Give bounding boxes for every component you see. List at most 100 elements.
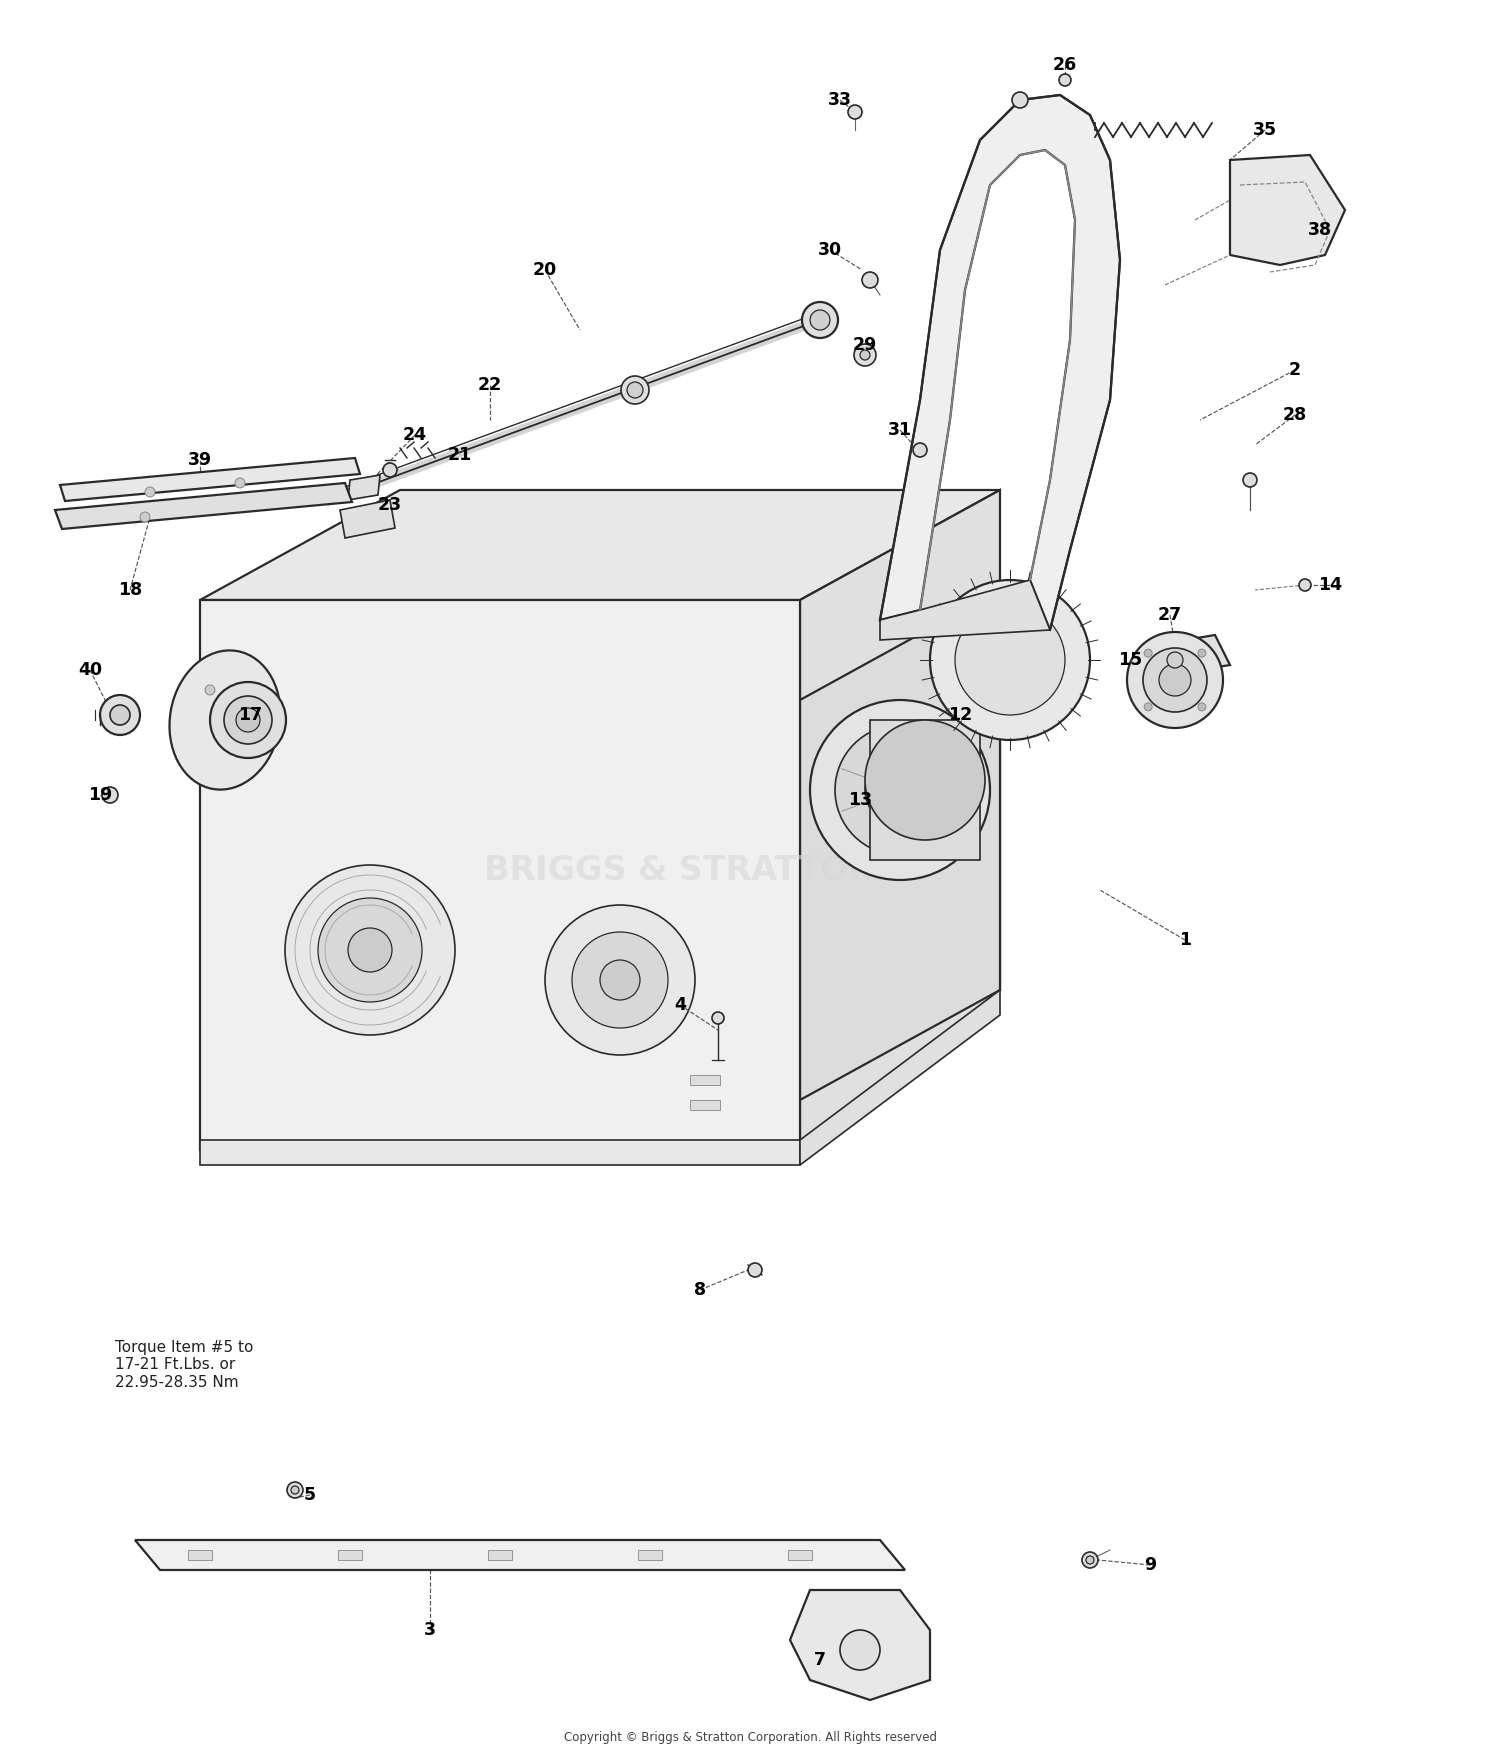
Circle shape <box>286 1482 303 1498</box>
Circle shape <box>146 488 154 496</box>
Circle shape <box>862 272 877 288</box>
Text: 1: 1 <box>1179 931 1191 949</box>
Text: 21: 21 <box>448 446 472 465</box>
Text: 5: 5 <box>304 1486 316 1503</box>
Text: 3: 3 <box>424 1621 436 1638</box>
Circle shape <box>810 310 830 330</box>
Text: 19: 19 <box>88 786 112 803</box>
Polygon shape <box>800 589 1000 1100</box>
Circle shape <box>1013 91 1028 109</box>
Circle shape <box>236 745 244 754</box>
Circle shape <box>1160 665 1191 696</box>
Circle shape <box>1144 649 1152 658</box>
Text: 2: 2 <box>1288 361 1300 379</box>
Circle shape <box>1086 1556 1094 1565</box>
Polygon shape <box>800 489 1000 1151</box>
Circle shape <box>956 605 1065 716</box>
Circle shape <box>853 344 876 367</box>
Circle shape <box>836 724 964 854</box>
Text: 35: 35 <box>1252 121 1276 139</box>
Text: 15: 15 <box>1118 651 1142 668</box>
Circle shape <box>285 865 454 1035</box>
Polygon shape <box>690 1100 720 1110</box>
Text: BRIGGS & STRATTON: BRIGGS & STRATTON <box>483 854 876 886</box>
Circle shape <box>1244 474 1257 488</box>
Polygon shape <box>56 482 352 530</box>
Circle shape <box>1126 631 1222 728</box>
Circle shape <box>348 928 392 972</box>
Text: 12: 12 <box>948 707 972 724</box>
Circle shape <box>140 512 150 523</box>
Circle shape <box>1082 1552 1098 1568</box>
Polygon shape <box>348 475 380 500</box>
Circle shape <box>318 898 422 1002</box>
Circle shape <box>572 931 668 1028</box>
Polygon shape <box>800 989 1000 1165</box>
Polygon shape <box>690 1075 720 1086</box>
Circle shape <box>224 696 272 744</box>
Polygon shape <box>135 1540 904 1570</box>
Circle shape <box>865 719 986 840</box>
Text: 31: 31 <box>888 421 912 438</box>
Circle shape <box>1198 649 1206 658</box>
Text: 38: 38 <box>1308 221 1332 239</box>
Circle shape <box>1198 703 1206 710</box>
Polygon shape <box>638 1551 662 1559</box>
Circle shape <box>1167 652 1184 668</box>
Circle shape <box>859 351 870 360</box>
Text: 28: 28 <box>1282 405 1306 424</box>
Circle shape <box>914 444 927 458</box>
Text: 13: 13 <box>847 791 871 809</box>
Text: Copyright © Briggs & Stratton Corporation. All Rights reserved: Copyright © Briggs & Stratton Corporatio… <box>564 1731 936 1745</box>
Text: 4: 4 <box>674 996 686 1014</box>
Polygon shape <box>1155 635 1230 675</box>
Circle shape <box>1059 74 1071 86</box>
Text: Torque Item #5 to
17-21 Ft.Lbs. or
22.95-28.35 Nm: Torque Item #5 to 17-21 Ft.Lbs. or 22.95… <box>116 1340 254 1389</box>
Circle shape <box>600 959 640 1000</box>
Circle shape <box>810 700 990 881</box>
Circle shape <box>236 709 260 731</box>
Polygon shape <box>790 1589 930 1700</box>
Text: 18: 18 <box>118 581 142 600</box>
Polygon shape <box>200 489 1000 600</box>
Polygon shape <box>200 600 800 1151</box>
Polygon shape <box>870 719 980 859</box>
Circle shape <box>110 705 130 724</box>
Polygon shape <box>880 95 1120 630</box>
Circle shape <box>865 754 934 824</box>
Text: 20: 20 <box>532 261 556 279</box>
Text: 29: 29 <box>853 337 877 354</box>
Circle shape <box>712 1012 724 1024</box>
Polygon shape <box>1230 154 1346 265</box>
Polygon shape <box>880 581 1050 640</box>
Polygon shape <box>338 1551 362 1559</box>
Circle shape <box>802 302 838 339</box>
Text: 40: 40 <box>78 661 102 679</box>
Polygon shape <box>788 1551 812 1559</box>
Text: 27: 27 <box>1158 605 1182 624</box>
Circle shape <box>847 105 862 119</box>
Circle shape <box>1143 647 1208 712</box>
Text: 23: 23 <box>378 496 402 514</box>
Circle shape <box>291 1486 298 1494</box>
Text: 22: 22 <box>478 375 502 395</box>
Text: 33: 33 <box>828 91 852 109</box>
Circle shape <box>102 788 118 803</box>
Circle shape <box>621 375 650 403</box>
Circle shape <box>930 581 1090 740</box>
Polygon shape <box>188 1551 211 1559</box>
Polygon shape <box>340 500 394 538</box>
Text: 14: 14 <box>1318 575 1342 595</box>
Circle shape <box>210 682 286 758</box>
Polygon shape <box>200 1140 800 1165</box>
Ellipse shape <box>170 651 280 789</box>
Circle shape <box>100 695 140 735</box>
Polygon shape <box>488 1551 512 1559</box>
Text: 39: 39 <box>188 451 211 468</box>
Circle shape <box>627 382 644 398</box>
Text: 24: 24 <box>404 426 427 444</box>
Circle shape <box>236 479 244 488</box>
Text: 9: 9 <box>1144 1556 1156 1573</box>
Circle shape <box>748 1263 762 1277</box>
Circle shape <box>1299 579 1311 591</box>
